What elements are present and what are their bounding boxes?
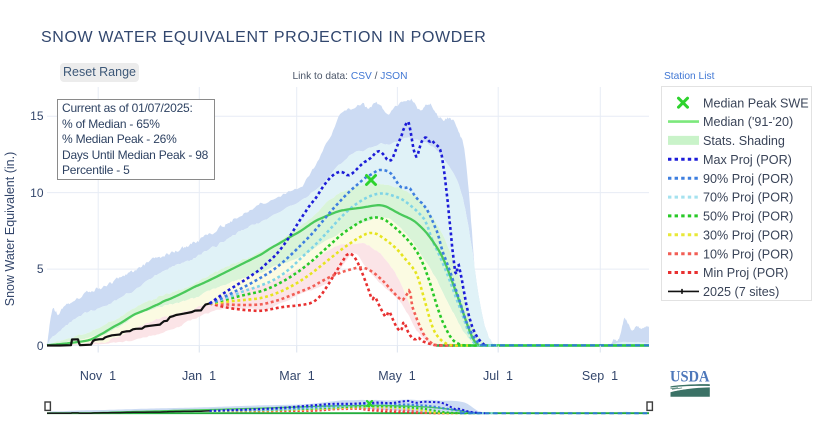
svg-text:30% Proj (POR): 30% Proj (POR)	[703, 228, 793, 242]
svg-text:Max Proj (POR): Max Proj (POR)	[703, 153, 792, 167]
svg-text:Stats. Shading: Stats. Shading	[703, 134, 785, 148]
svg-text:2025 (7 sites): 2025 (7 sites)	[703, 285, 779, 299]
svg-text:90% Proj (POR): 90% Proj (POR)	[703, 172, 793, 186]
svg-text:50% Proj (POR): 50% Proj (POR)	[703, 210, 793, 224]
svg-text:Median Peak SWE: Median Peak SWE	[703, 96, 809, 110]
svg-text:10% Proj (POR): 10% Proj (POR)	[703, 247, 793, 261]
svg-text:USDA: USDA	[670, 369, 710, 386]
svg-text:70% Proj (POR): 70% Proj (POR)	[703, 191, 793, 205]
svg-text:Median ('91-'20): Median ('91-'20)	[703, 115, 793, 129]
svg-text:Min Proj (POR): Min Proj (POR)	[703, 266, 788, 280]
